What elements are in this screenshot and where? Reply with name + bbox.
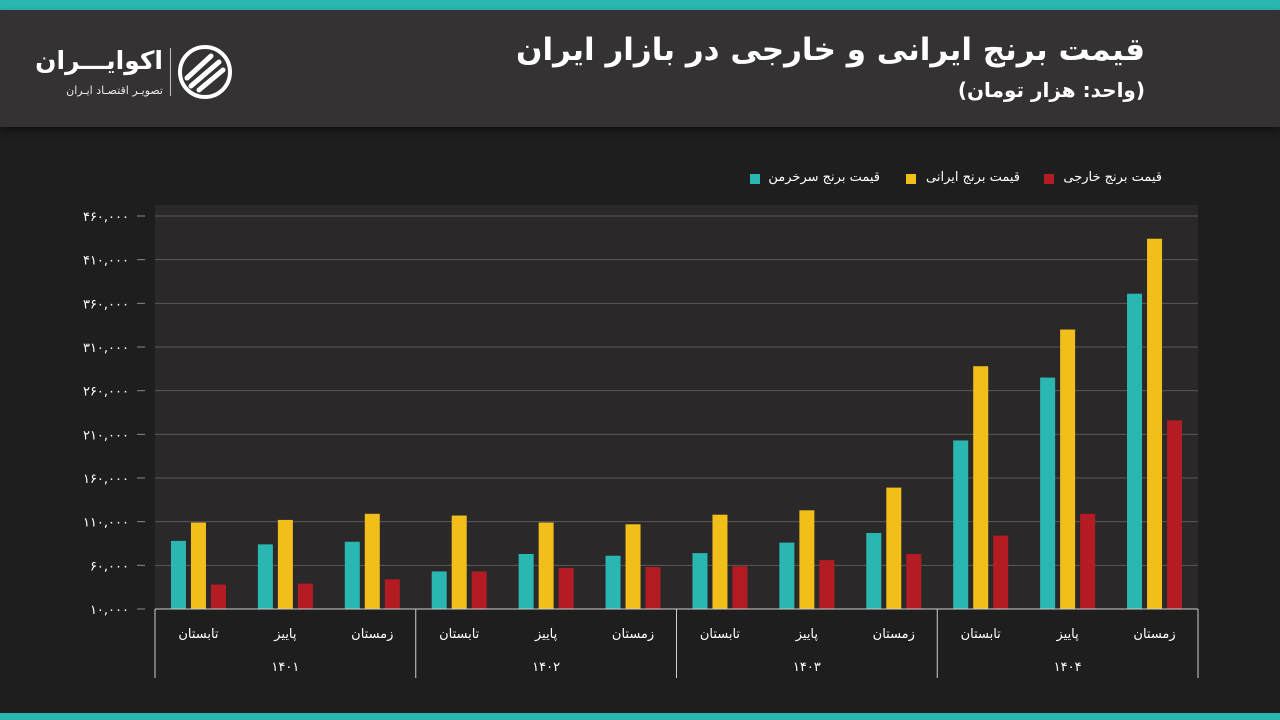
bar: [712, 514, 728, 609]
bar: [431, 571, 447, 609]
y-tick-label: ۱۱۰,۰۰۰: [83, 516, 129, 531]
logo-divider: [170, 48, 171, 96]
x-tick-label: زمستان: [612, 627, 654, 642]
bar: [625, 524, 641, 609]
x-tick-label: زمستان: [873, 627, 915, 642]
y-tick-label: ۲۱۰,۰۰۰: [83, 428, 129, 443]
x-group-label: ۱۴۰۲: [532, 660, 560, 675]
x-group-label: ۱۴۰۳: [793, 660, 821, 675]
bar: [364, 513, 380, 609]
chart-subtitle: (واحد: هزار تومان): [957, 78, 1145, 102]
y-tick-label: ۳۱۰,۰۰۰: [83, 341, 129, 356]
bar: [993, 535, 1009, 609]
x-tick-label: تابستان: [178, 627, 219, 642]
bar: [384, 579, 400, 609]
bar: [257, 544, 273, 609]
bar: [538, 522, 554, 609]
logo-tagline: تصویـر اقتصـاد ایـران: [66, 84, 163, 97]
bar: [1080, 513, 1096, 609]
bar: [973, 366, 989, 609]
y-tick-label: ۱۰,۰۰۰: [90, 603, 129, 618]
bar: [170, 540, 186, 609]
bar: [1167, 420, 1183, 609]
bar: [277, 519, 293, 609]
logo-name: اکوایـــران: [35, 46, 163, 75]
x-group-label: ۱۴۰۴: [1054, 660, 1082, 675]
bar: [210, 584, 226, 609]
x-tick-label: پاییز: [273, 627, 297, 642]
x-tick-label: پاییز: [534, 627, 558, 642]
bar: [1040, 377, 1056, 609]
bar: [471, 571, 487, 609]
bar: [558, 567, 574, 609]
legend-item-sarkhorman: قیمت برنج سرخرمن: [746, 169, 886, 189]
y-tick-label: ۶۰,۰۰۰: [90, 559, 129, 574]
bar: [799, 510, 815, 609]
chart-legend: قیمت برنج خارجی قیمت برنج ایرانی قیمت بر…: [740, 169, 1170, 189]
bar: [297, 583, 313, 609]
x-group-label: ۱۴۰۱: [271, 660, 299, 675]
y-tick-label: ۴۱۰,۰۰۰: [83, 254, 129, 269]
legend-label-sarkhorman: قیمت برنج سرخرمن: [768, 170, 880, 185]
legend-swatch-sarkhorman: [750, 174, 760, 184]
x-tick-label: پاییز: [795, 627, 819, 642]
y-tick-label: ۱۶۰,۰۰۰: [83, 472, 129, 487]
x-tick-label: پاییز: [1055, 627, 1079, 642]
bar: [451, 515, 467, 609]
bar: [906, 553, 922, 609]
legend-label-khareji: قیمت برنج خارجی: [1063, 170, 1162, 185]
legend-item-irani: قیمت برنج ایرانی: [902, 169, 1032, 189]
plot-area: [155, 205, 1198, 609]
bar: [518, 553, 534, 609]
bar: [886, 487, 902, 609]
logo-mark-icon: [178, 45, 232, 99]
bar: [732, 566, 748, 609]
bar: [819, 560, 835, 609]
bar: [1147, 238, 1163, 609]
legend-item-khareji: قیمت برنج خارجی: [1040, 169, 1170, 189]
x-tick-label: زمستان: [351, 627, 393, 642]
x-tick-label: تابستان: [700, 627, 741, 642]
header-panel: قیمت برنج ایرانی و خارجی در بازار ایران …: [0, 10, 1280, 127]
bottom-accent-bar: [0, 713, 1280, 720]
y-tick-label: ۳۶۰,۰۰۰: [83, 297, 129, 312]
bar: [1060, 329, 1076, 609]
legend-swatch-khareji: [1044, 174, 1054, 184]
y-tick-label: ۲۶۰,۰۰۰: [83, 385, 129, 400]
x-tick-label: زمستان: [1133, 627, 1175, 642]
bar: [1127, 293, 1143, 609]
top-accent-bar: [0, 0, 1280, 10]
chart-title: قیمت برنج ایرانی و خارجی در بازار ایران: [516, 32, 1145, 68]
legend-swatch-irani: [906, 174, 916, 184]
bar: [692, 553, 708, 609]
bar: [344, 541, 360, 609]
legend-label-irani: قیمت برنج ایرانی: [926, 170, 1020, 185]
bar: [645, 567, 661, 609]
bar: [190, 522, 206, 609]
x-tick-label: تابستان: [961, 627, 1002, 642]
bar: [866, 533, 882, 609]
x-tick-label: تابستان: [439, 627, 480, 642]
bar: [605, 555, 621, 609]
bar: [779, 542, 795, 609]
bar: [953, 440, 969, 609]
y-tick-label: ۴۶۰,۰۰۰: [83, 210, 129, 225]
brand-logo: اکوایـــران تصویـر اقتصـاد ایـران: [35, 40, 235, 110]
